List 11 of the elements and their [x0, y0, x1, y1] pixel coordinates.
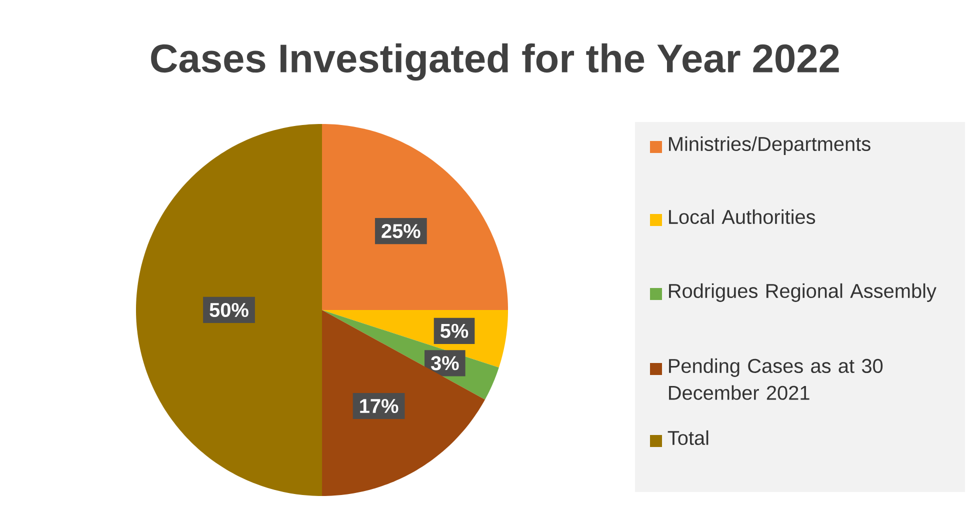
data-label: 3% — [430, 356, 459, 370]
legend-label: Total — [668, 430, 708, 446]
data-label: 50% — [210, 302, 248, 318]
data-label: 17% — [360, 399, 398, 414]
data-label: 5% — [440, 324, 468, 338]
legend-label: Local Authorities — [669, 209, 816, 224]
legend-label: Rodrigues Regional Assembly — [669, 283, 936, 302]
chart-title: Cases Investigated for the Year 2022 — [151, 43, 839, 81]
legend-label: Pending Cases as at 30 December 2021 — [669, 358, 883, 400]
data-label: 25% — [382, 224, 420, 238]
legend-label: Ministries/Departments — [669, 136, 870, 155]
